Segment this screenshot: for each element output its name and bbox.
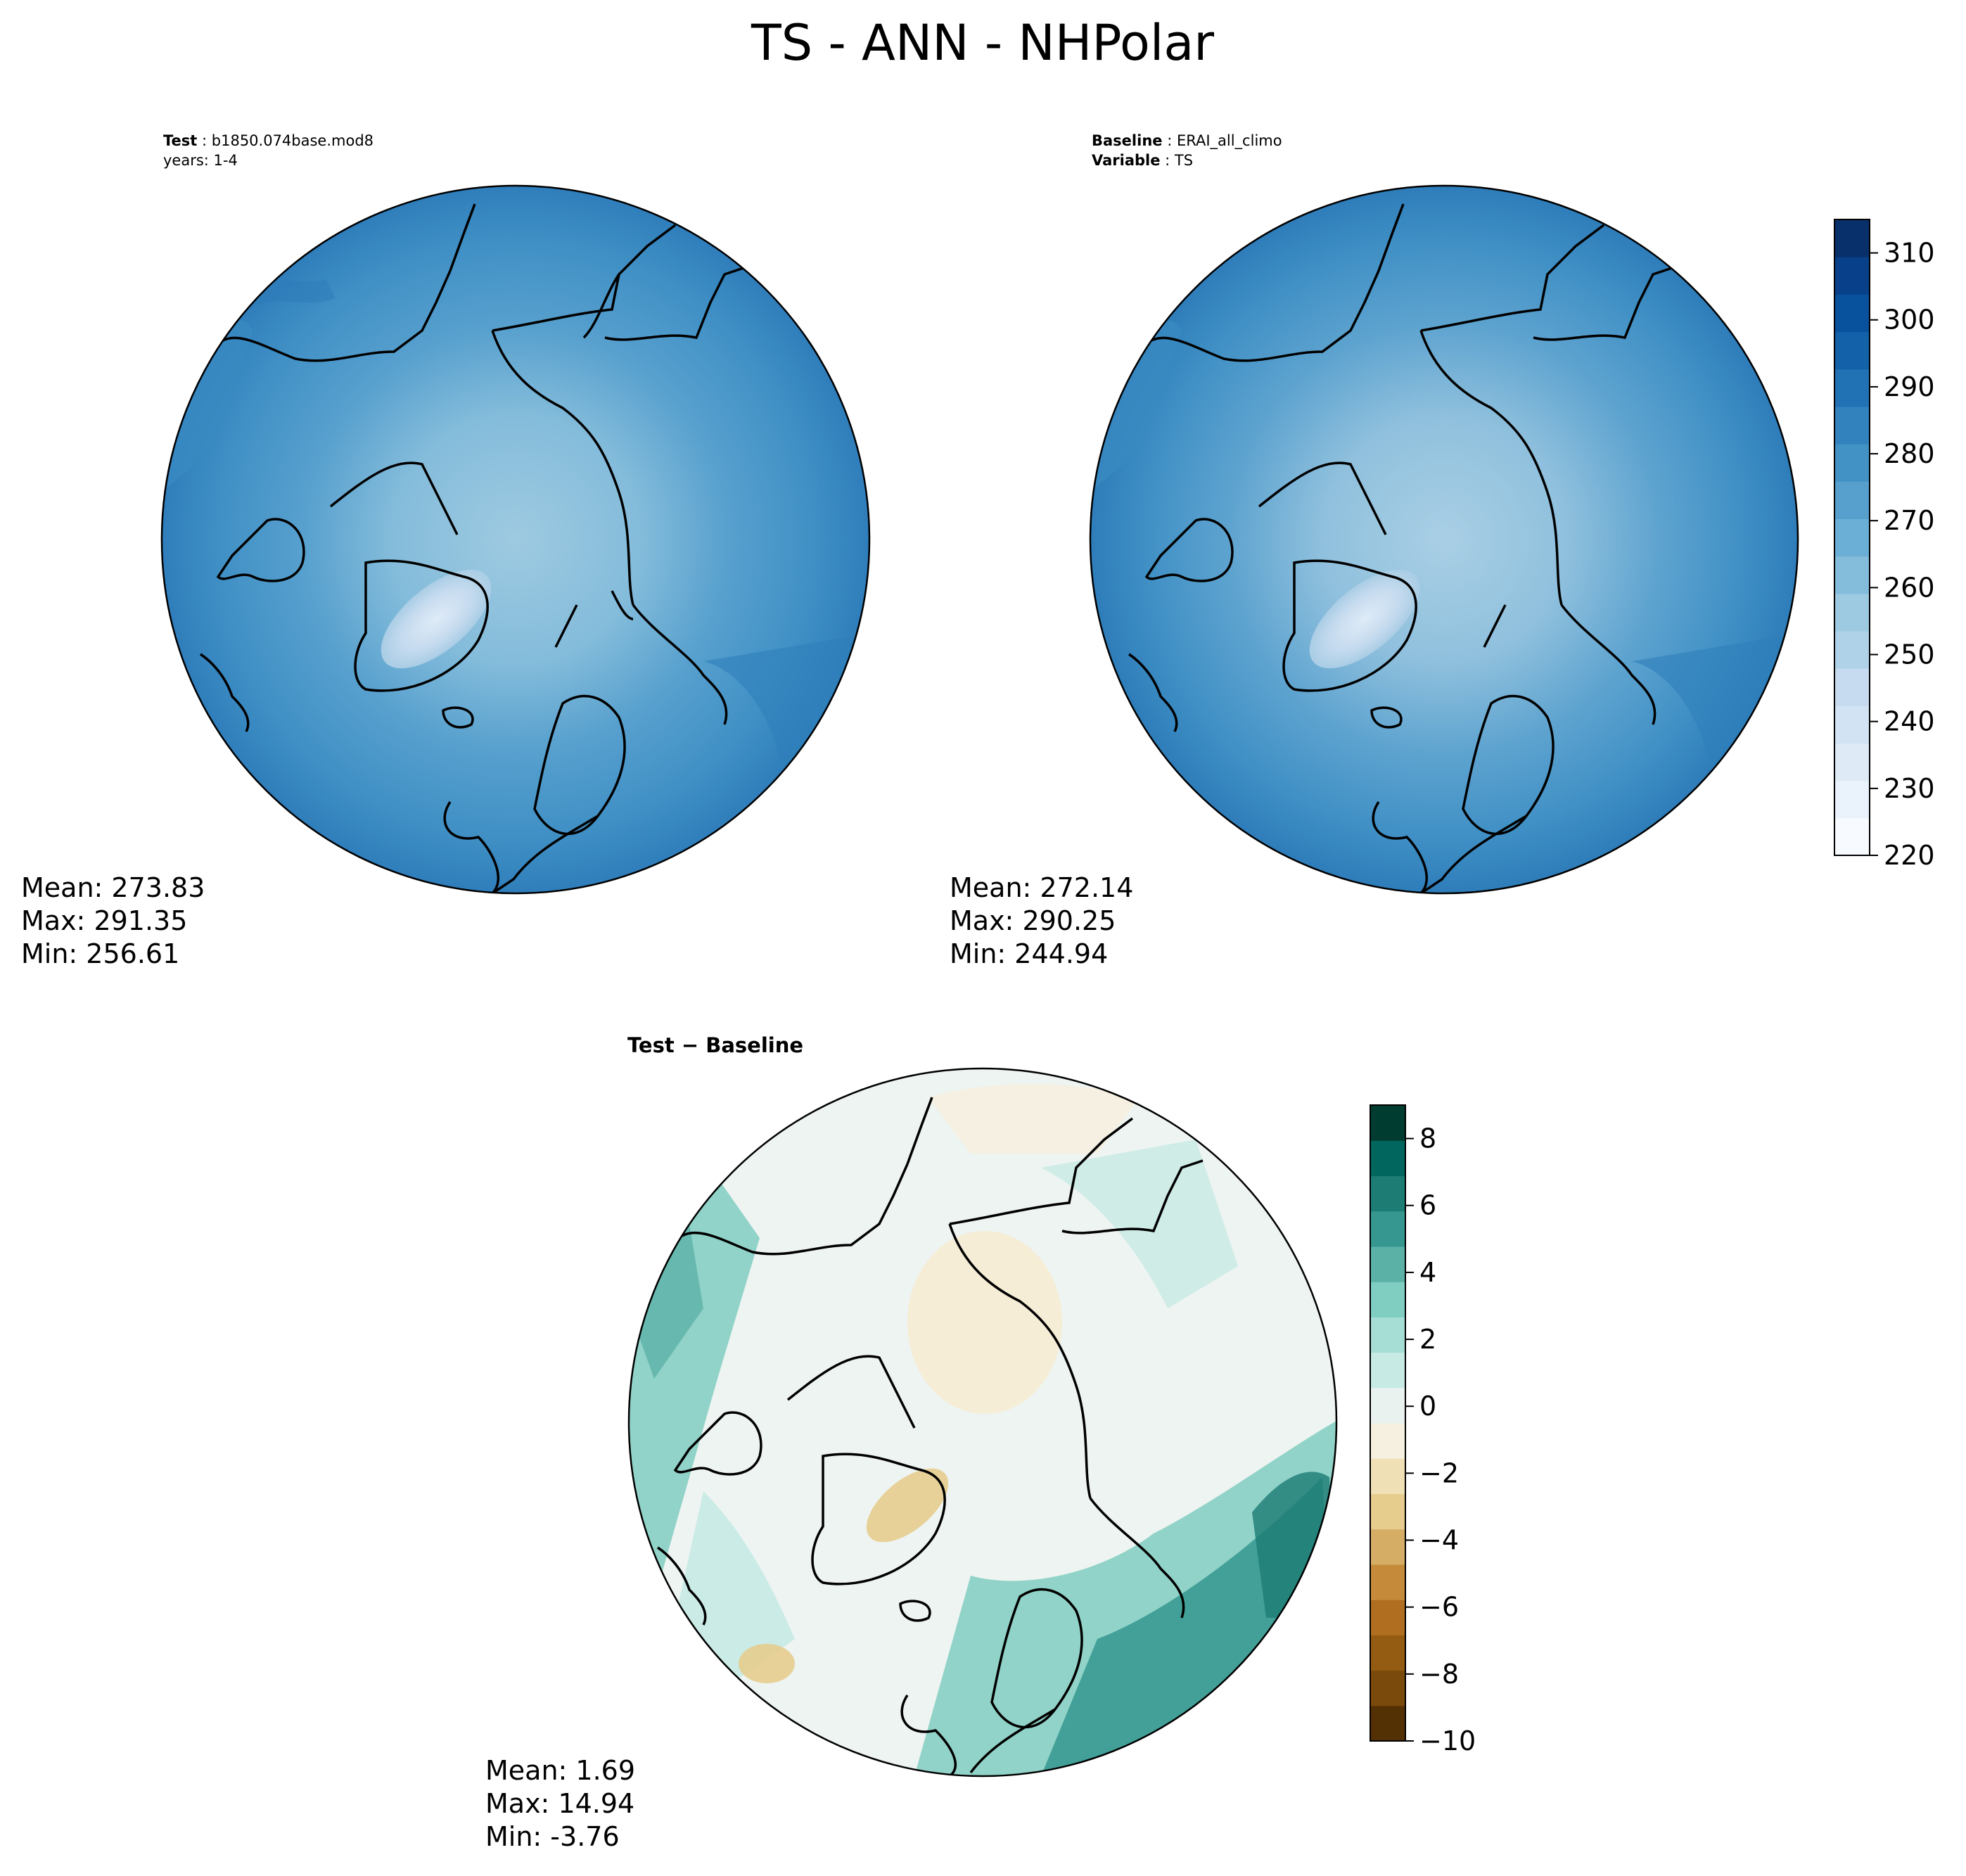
main-colorbar-tick-label: 310 bbox=[1884, 238, 1935, 269]
diff-colorbar-band-3 bbox=[1370, 1600, 1405, 1635]
diff-colorbar-tick-label: −2 bbox=[1419, 1457, 1459, 1488]
diff-min: Min: -3.76 bbox=[485, 1821, 620, 1852]
diff-max: Max: 14.94 bbox=[485, 1788, 634, 1819]
test-coastlines bbox=[200, 203, 746, 893]
main-colorbar-tick-label: 250 bbox=[1884, 639, 1935, 670]
main-colorbar-tick-label: 290 bbox=[1884, 371, 1935, 402]
diff-colorbar-tick-label: 4 bbox=[1419, 1257, 1436, 1288]
baseline-header-line1: Baseline : ERAI_all_climo bbox=[1092, 132, 1282, 150]
diff-coastlines bbox=[657, 1097, 1204, 1776]
main-colorbar-band-1 bbox=[1834, 780, 1870, 819]
diff-colorbar-tick-label: 0 bbox=[1419, 1391, 1436, 1422]
diff-colorbar-band-14 bbox=[1370, 1211, 1405, 1247]
diff-colorbar-band-6 bbox=[1370, 1493, 1405, 1530]
main-colorbar-band-8 bbox=[1834, 518, 1870, 557]
diff-colorbar-band-1 bbox=[1370, 1670, 1405, 1706]
main-colorbar-band-10 bbox=[1834, 444, 1870, 482]
main-colorbar-band-5 bbox=[1834, 630, 1870, 669]
baseline-coastlines bbox=[1128, 203, 1675, 893]
diff-colorbar-band-13 bbox=[1370, 1246, 1405, 1282]
test-panel: Test : b1850.074base.mod8 years: 1-4 bbox=[21, 132, 871, 969]
diff-colorbar-band-4 bbox=[1370, 1564, 1405, 1600]
diff-colorbar-ticks: 8 6 4 2 0 −2 −4 −6 −8 −10 bbox=[1405, 1123, 1476, 1756]
test-max: Max: 291.35 bbox=[21, 905, 187, 936]
main-colorbar-band-9 bbox=[1834, 481, 1870, 520]
main-colorbar-band-16 bbox=[1834, 219, 1870, 257]
main-colorbar-tick-label: 230 bbox=[1884, 773, 1935, 804]
baseline-min: Min: 244.94 bbox=[950, 938, 1108, 969]
main-colorbar-band-12 bbox=[1834, 369, 1870, 407]
diff-colorbar-band-10 bbox=[1370, 1352, 1405, 1389]
diff-colorbar-tick-label: −6 bbox=[1419, 1592, 1459, 1623]
main-colorbar-tick-label: 220 bbox=[1884, 840, 1935, 871]
main-colorbar-band-13 bbox=[1834, 331, 1870, 370]
diff-colorbar-band-11 bbox=[1370, 1317, 1405, 1353]
baseline-max: Max: 290.25 bbox=[950, 905, 1116, 936]
diff-panel: Test − Baseline bbox=[485, 1033, 1338, 1852]
test-header-line2: years: 1-4 bbox=[163, 152, 238, 169]
main-colorbar-band-3 bbox=[1834, 706, 1870, 744]
baseline-mean: Mean: 272.14 bbox=[950, 872, 1133, 903]
diff-colorbar-band-15 bbox=[1370, 1175, 1405, 1212]
diff-colorbar-tick-label: −8 bbox=[1419, 1659, 1459, 1690]
diff-colorbar-bands bbox=[1370, 1105, 1405, 1742]
diff-colorbar-tick-label: 8 bbox=[1419, 1123, 1436, 1154]
diff-colorbar-band-7 bbox=[1370, 1458, 1405, 1495]
baseline-header-line2: Variable : TS bbox=[1092, 152, 1193, 169]
diff-colorbar-tick-label: −4 bbox=[1419, 1525, 1459, 1556]
diff-colorbar-band-8 bbox=[1370, 1423, 1405, 1459]
main-colorbar-band-4 bbox=[1834, 668, 1870, 706]
diff-colorbar-band-16 bbox=[1370, 1140, 1405, 1177]
main-colorbar-tick-label: 300 bbox=[1884, 305, 1935, 336]
main-colorbar-tick-label: 260 bbox=[1884, 572, 1935, 603]
main-colorbar-band-6 bbox=[1834, 593, 1870, 632]
main-colorbar-band-14 bbox=[1834, 294, 1870, 333]
test-polar-map bbox=[162, 186, 869, 893]
figure-title: TS - ANN - NHPolar bbox=[751, 14, 1214, 72]
diff-colorbar-tick-label: −10 bbox=[1419, 1725, 1476, 1756]
baseline-panel: Baseline : ERAI_all_climo Variable : TS bbox=[950, 132, 1799, 969]
main-colorbar-bands bbox=[1834, 219, 1870, 856]
test-header-line1: Test : b1850.074base.mod8 bbox=[163, 132, 374, 149]
diff-colorbar-band-12 bbox=[1370, 1282, 1405, 1317]
diff-colorbar-band-17 bbox=[1370, 1105, 1405, 1141]
test-mean: Mean: 273.83 bbox=[21, 872, 205, 903]
diff-map-boundary bbox=[627, 1067, 1338, 1778]
diff-title: Test − Baseline bbox=[627, 1033, 803, 1057]
diff-colorbar-tick-label: 6 bbox=[1419, 1190, 1436, 1221]
main-colorbar: 310 300 290 280 270 260 250 240 230 220 bbox=[1834, 219, 1935, 871]
diff-colorbar-band-2 bbox=[1370, 1635, 1405, 1671]
diff-polar-map bbox=[629, 1068, 1336, 1776]
diff-mean: Mean: 1.69 bbox=[485, 1755, 635, 1786]
test-map-boundary bbox=[160, 184, 871, 895]
diff-colorbar-tick-label: 2 bbox=[1419, 1324, 1436, 1355]
main-colorbar-band-15 bbox=[1834, 257, 1870, 295]
diff-colorbar-band-5 bbox=[1370, 1529, 1405, 1565]
main-colorbar-band-2 bbox=[1834, 743, 1870, 781]
main-colorbar-band-7 bbox=[1834, 556, 1870, 594]
main-colorbar-band-0 bbox=[1834, 817, 1870, 856]
main-colorbar-tick-label: 270 bbox=[1884, 505, 1935, 536]
baseline-polar-map bbox=[1090, 186, 1798, 893]
main-colorbar-band-11 bbox=[1834, 406, 1870, 445]
main-colorbar-frame bbox=[1834, 219, 1870, 856]
baseline-map-boundary bbox=[1089, 184, 1799, 895]
main-colorbar-tick-label: 280 bbox=[1884, 438, 1935, 469]
main-colorbar-tick-label: 240 bbox=[1884, 706, 1935, 737]
diff-colorbar: 8 6 4 2 0 −2 −4 −6 −8 −10 bbox=[1370, 1104, 1476, 1756]
test-min: Min: 256.61 bbox=[21, 938, 179, 969]
diff-colorbar-frame bbox=[1370, 1104, 1406, 1742]
diff-colorbar-band-9 bbox=[1370, 1387, 1405, 1424]
diff-colorbar-band-0 bbox=[1370, 1705, 1405, 1742]
main-colorbar-ticks: 310 300 290 280 270 260 250 240 230 220 bbox=[1870, 238, 1935, 871]
